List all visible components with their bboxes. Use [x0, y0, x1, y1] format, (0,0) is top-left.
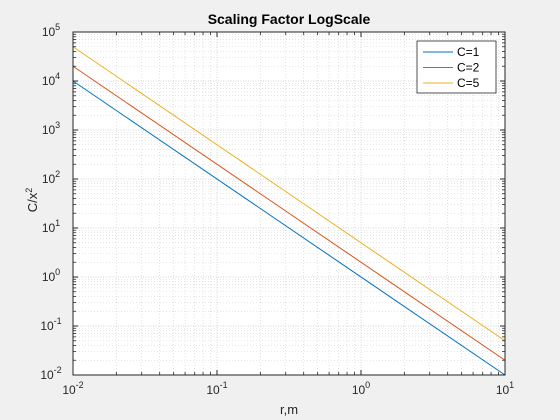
y-tick-exponent: 1 [55, 218, 60, 228]
y-tick-exponent: 3 [55, 120, 60, 130]
x-tick-base: 10 [206, 383, 220, 397]
x-axis-label: r,m [280, 402, 298, 417]
y-tick-base: 10 [42, 221, 56, 235]
ticks [72, 31, 506, 376]
x-tick-exponent: 0 [365, 380, 370, 390]
y-tick-label: 102 [42, 169, 60, 186]
x-tick-base: 10 [62, 383, 76, 397]
x-tick-label: 101 [496, 380, 514, 397]
y-tick-base: 10 [40, 319, 54, 333]
legend-label-3: C=5 [457, 76, 480, 90]
y-axis-label-base: C/x [25, 192, 40, 212]
legend: C=1 C=2C=5 [416, 40, 497, 94]
axes-box [72, 31, 506, 376]
x-tick-label: 100 [352, 380, 370, 397]
y-tick-base: 10 [42, 123, 56, 137]
x-tick-exponent: -1 [220, 380, 228, 390]
x-tick-base: 10 [496, 383, 510, 397]
y-tick-base: 10 [42, 172, 56, 186]
x-tick-label: 10-2 [62, 380, 83, 397]
y-tick-exponent: -2 [54, 365, 62, 375]
chart-title: Scaling Factor LogScale [208, 11, 371, 27]
y-tick-label: 10-1 [40, 316, 61, 333]
x-tick-exponent: -2 [76, 380, 84, 390]
y-tick-exponent: -1 [54, 316, 62, 326]
legend-label-1: C=1 [457, 45, 480, 59]
series-lines [72, 46, 506, 376]
y-tick-exponent: 4 [55, 71, 60, 81]
y-tick-exponent: 5 [55, 22, 60, 32]
y-tick-label: 103 [42, 120, 60, 137]
y-axis-label-exponent: 2 [24, 188, 34, 193]
y-tick-base: 10 [42, 25, 56, 39]
x-tick-base: 10 [352, 383, 366, 397]
series-line-1 [72, 80, 506, 376]
series-line-3 [72, 46, 506, 342]
x-tick-label: 10-1 [206, 380, 227, 397]
y-tick-exponent: 0 [55, 267, 60, 277]
y-tick-label: 105 [42, 22, 60, 39]
y-tick-label: 104 [42, 71, 60, 88]
series-line-2 [72, 65, 506, 361]
y-tick-label: 10-2 [40, 365, 61, 382]
y-tick-base: 10 [40, 368, 54, 382]
y-tick-exponent: 2 [55, 169, 60, 179]
y-tick-base: 10 [42, 74, 56, 88]
y-tick-label: 100 [42, 267, 60, 284]
x-tick-exponent: 1 [509, 380, 514, 390]
y-tick-label: 101 [42, 218, 60, 235]
legend-label-2: C=2 [457, 61, 480, 75]
y-axis-label: C/x2 [24, 188, 40, 213]
y-tick-base: 10 [42, 270, 56, 284]
